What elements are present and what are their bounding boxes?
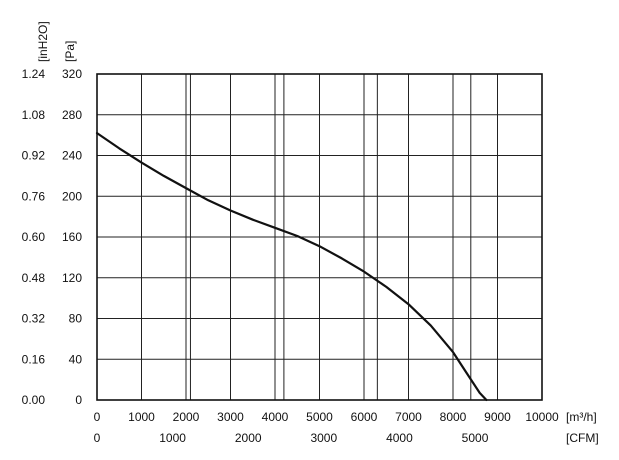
x-axis-m3h-tick-label: 0: [94, 410, 101, 424]
x-axis-m3h-tick-label: 5000: [306, 410, 333, 424]
x-axis-cfm-unit: [CFM]: [566, 431, 599, 445]
y-axis-inh2o-tick-label: 0.92: [22, 149, 46, 163]
y-axis-pa-tick-label: 280: [62, 108, 82, 122]
y-axis-pa-unit: [Pa]: [63, 41, 77, 62]
x-axis-m3h-unit: [m³/h]: [566, 410, 597, 424]
x-axis-m3h-tick-label: 3000: [217, 410, 244, 424]
x-axis-cfm-tick-label: 5000: [462, 431, 489, 445]
x-axis-m3h-tick-label: 6000: [351, 410, 378, 424]
grid: [96, 73, 543, 401]
y-axis-pa-tick-label: 160: [62, 230, 82, 244]
y-axis-inh2o-unit: [inH2O]: [36, 21, 50, 62]
x-axis-cfm-tick-label: 3000: [310, 431, 337, 445]
y-axis-inh2o-tick-label: 0.00: [22, 393, 46, 407]
y-axis-pa-tick-label: 40: [69, 352, 83, 366]
x-axis-m3h-tick-label: 4000: [262, 410, 289, 424]
x-axis-cfm-tick-label: 2000: [235, 431, 262, 445]
series-line-pressure-curve: [95, 132, 488, 402]
x-axis-cfm-tick-label: 4000: [386, 431, 413, 445]
x-axis-m3h-tick-label: 10000: [525, 410, 559, 424]
y-axis-inh2o-tick-label: 0.76: [22, 189, 46, 203]
x-axis-cfm-tick-label: 0: [94, 431, 101, 445]
y-axis-pa-tick-label: 240: [62, 149, 82, 163]
y-axis-pa-ticks: 0 40 80 120 160 200 240 280 320: [62, 67, 82, 407]
x-axis-m3h-tick-label: 9000: [484, 410, 511, 424]
x-axis-cfm-ticks: 0 1000 2000 3000 4000 5000: [94, 431, 489, 445]
y-axis-inh2o-tick-label: 0.60: [22, 230, 46, 244]
x-axis-m3h-tick-label: 8000: [440, 410, 467, 424]
series-points: [97, 133, 486, 400]
y-axis-pa-tick-label: 200: [62, 189, 82, 203]
x-axis-m3h-tick-label: 2000: [173, 410, 200, 424]
x-axis-cfm-tick-label: 1000: [159, 431, 186, 445]
y-axis-inh2o-tick-label: 0.32: [22, 312, 46, 326]
x-axis-m3h-ticks: 0 1000 2000 3000 4000 5000 6000 7000 8000 9000 100…: [94, 410, 559, 424]
y-axis-pa-tick-label: 80: [69, 312, 83, 326]
y-axis-pa-tick-label: 120: [62, 271, 82, 285]
y-axis-inh2o-tick-label: 0.48: [22, 271, 46, 285]
x-axis-m3h-tick-label: 7000: [395, 410, 422, 424]
y-axis-inh2o-tick-label: 0.16: [22, 352, 46, 366]
y-axis-pa-tick-label: 0: [75, 393, 82, 407]
y-axis-inh2o-tick-label: 1.24: [22, 67, 46, 81]
y-axis-pa-tick-label: 320: [62, 67, 82, 81]
y-axis-inh2o-ticks: 0.00 0.16 0.32 0.48 0.60 0.76 0.92 1.08 1.24: [22, 67, 46, 407]
plot-frame: [96, 73, 543, 401]
y-axis-inh2o-tick-label: 1.08: [22, 108, 46, 122]
x-axis-m3h-tick-label: 1000: [128, 410, 155, 424]
